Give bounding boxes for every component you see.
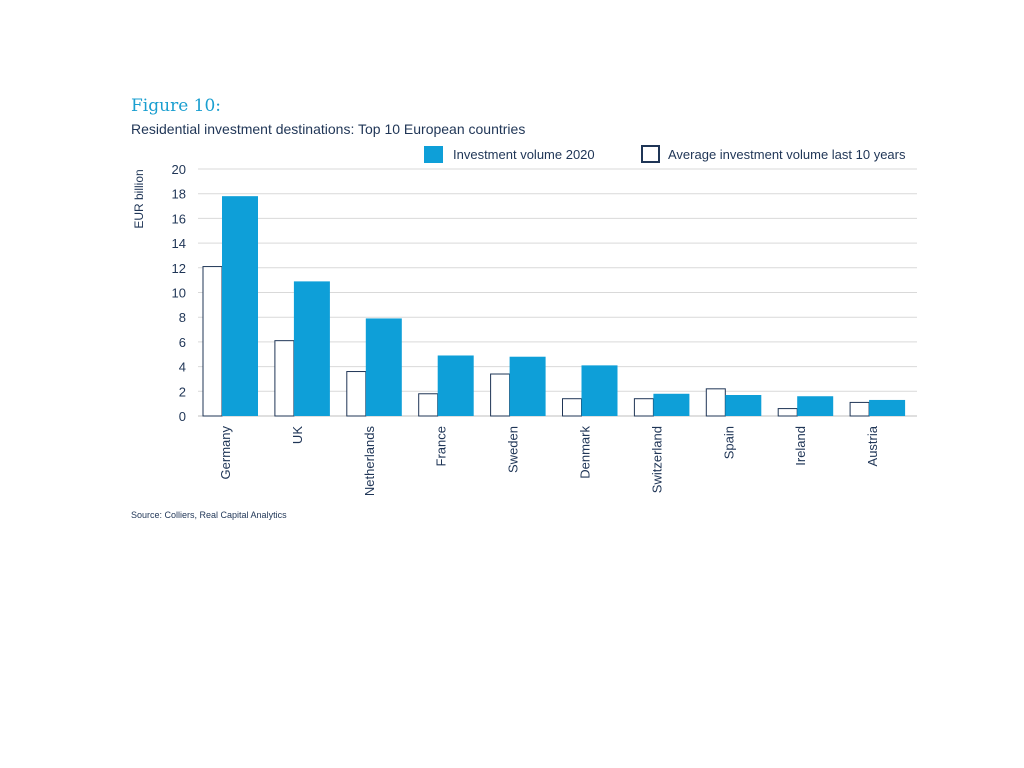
legend-swatch-investment-2020 [424,146,443,163]
y-tick-label: 2 [179,384,186,399]
y-tick-label: 12 [172,261,186,276]
bar-average-ireland [777,408,798,417]
y-axis-ticks: 0 2 4 6 8 10 12 14 16 18 20 [172,162,186,424]
bar-2020-germany [222,196,258,416]
legend-swatch-average-10y [641,145,660,163]
bar-average-austria [849,401,870,417]
y-tick-label: 6 [179,335,186,350]
x-tick-label: Ireland [793,426,808,466]
bar-2020-denmark [581,365,618,416]
bar-2020-austria [869,399,906,416]
x-tick-label: Netherlands [362,426,377,497]
source-note: Source: Colliers, Real Capital Analytics [131,510,287,520]
bar-average-netherlands [346,371,367,417]
y-tick-label: 18 [172,187,186,202]
x-tick-label: Austria [865,425,880,466]
bar-average-switzerland [633,398,654,417]
bar-average-spain [705,388,726,417]
bar-2020-netherlands [365,318,402,416]
x-tick-label: Sweden [506,426,521,473]
y-tick-label: 0 [179,409,186,424]
y-tick-label: 8 [179,310,186,325]
bar-average-uk [274,340,295,417]
bar-2020-ireland [797,396,834,416]
bar-2020-uk [293,281,330,416]
x-tick-label: UK [290,426,305,444]
bar-2020-sweden [509,356,546,416]
bar-2020-france [437,355,474,416]
x-tick-label: Switzerland [649,426,664,493]
bar-average-sweden [490,373,511,417]
chart-title: Residential investment destinations: Top… [131,121,526,137]
x-axis-ticks: Germany UK Netherlands France Sweden Denmark S… [218,425,880,496]
x-tick-label: France [434,426,449,466]
bar-average-denmark [562,398,582,417]
x-tick-label: Spain [721,426,736,459]
bar-average-france [418,393,439,417]
bar-2020-switzerland [653,393,690,416]
bar-average-germany [202,266,223,417]
y-tick-label: 4 [179,360,186,375]
legend-label-average-10y: Average investment volume last 10 years [668,147,906,162]
legend: Investment volume 2020 Average investmen… [424,145,906,163]
y-tick-label: 14 [172,236,186,251]
y-axis-title: EUR billion [132,169,146,228]
figure-label: Figure 10: [131,96,222,116]
bars [202,196,906,417]
x-tick-label: Denmark [578,426,593,479]
legend-label-investment-2020: Investment volume 2020 [453,147,595,162]
y-tick-label: 20 [172,162,186,177]
bar-2020-spain [725,395,762,416]
x-tick-label: Germany [218,426,233,480]
y-tick-label: 10 [172,286,186,301]
y-tick-label: 16 [172,211,186,226]
